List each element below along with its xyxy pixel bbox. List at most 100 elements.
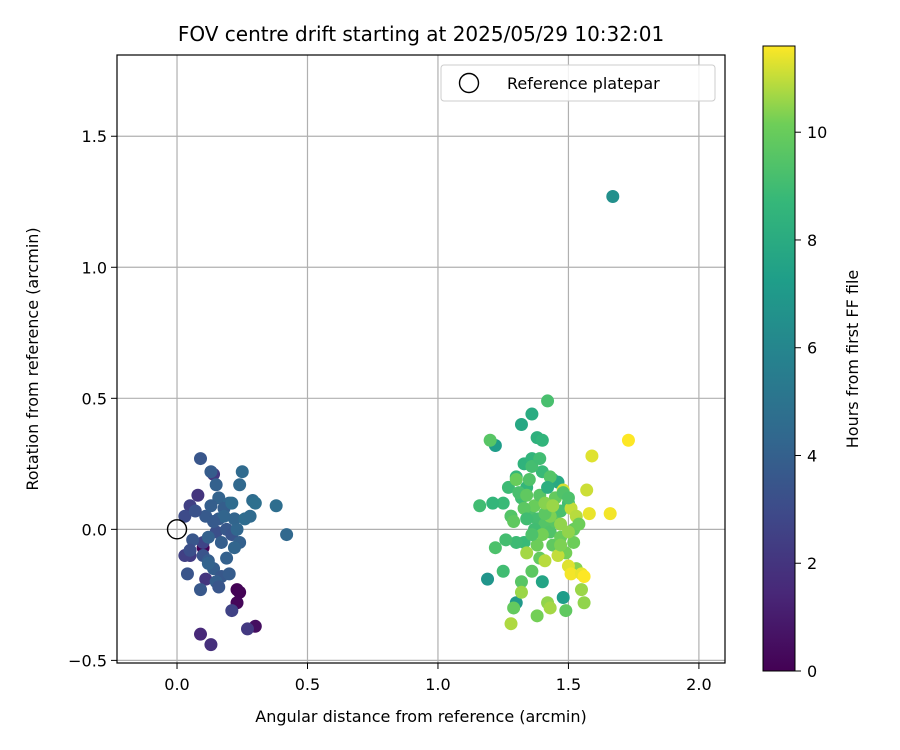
scatter-point bbox=[194, 627, 208, 641]
scatter-point bbox=[473, 499, 487, 513]
scatter-point bbox=[551, 549, 565, 563]
scatter-point bbox=[204, 465, 218, 479]
scatter-point bbox=[514, 418, 528, 432]
scatter-point bbox=[525, 564, 539, 578]
legend: Reference platepar bbox=[440, 64, 716, 102]
scatter-point bbox=[220, 551, 234, 565]
colorbar-tick-label: 4 bbox=[807, 446, 817, 465]
scatter-point bbox=[525, 528, 539, 542]
scatter-point bbox=[535, 528, 549, 542]
scatter-point bbox=[509, 535, 523, 549]
scatter-point bbox=[530, 538, 544, 552]
scatter-point bbox=[243, 509, 257, 523]
scatter-point bbox=[248, 496, 262, 510]
scatter-point bbox=[240, 622, 254, 636]
colorbar-gradient bbox=[762, 45, 796, 672]
scatter-point bbox=[541, 394, 555, 408]
scatter-point bbox=[225, 604, 239, 618]
legend-box bbox=[440, 64, 716, 102]
colorbar-tick-label: 6 bbox=[807, 339, 817, 358]
x-axis-label: Angular distance from reference (arcmin) bbox=[255, 707, 586, 726]
scatter-point bbox=[507, 514, 521, 528]
scatter-point bbox=[561, 491, 575, 505]
scatter-point bbox=[535, 433, 549, 447]
scatter-point bbox=[535, 575, 549, 589]
scatter-point bbox=[533, 452, 547, 466]
scatter-point bbox=[194, 452, 208, 466]
scatter-point bbox=[556, 590, 570, 604]
colorbar-tick-label: 10 bbox=[807, 123, 827, 142]
scatter-point bbox=[212, 580, 226, 594]
scatter-point bbox=[567, 535, 581, 549]
plot-frame bbox=[116, 54, 726, 664]
scatter-point bbox=[561, 525, 575, 539]
scatter-point bbox=[230, 522, 244, 536]
scatter-point bbox=[520, 512, 534, 526]
scatter-point bbox=[227, 512, 241, 526]
scatter-point bbox=[235, 465, 249, 479]
scatter-point bbox=[554, 538, 568, 552]
scatter-point bbox=[483, 433, 497, 447]
scatter-point bbox=[564, 567, 578, 581]
colorbar-tick-label: 2 bbox=[807, 554, 817, 573]
scatter-point bbox=[577, 570, 591, 584]
scatter-point bbox=[559, 604, 573, 618]
scatter-point bbox=[504, 617, 518, 631]
scatter-point bbox=[194, 583, 208, 597]
scatter-point bbox=[225, 496, 239, 510]
scatter-point bbox=[209, 478, 223, 492]
scatter-point bbox=[204, 499, 218, 513]
scatter-point bbox=[580, 483, 594, 497]
y-tick-label: 0.0 bbox=[82, 520, 107, 539]
scatter-point bbox=[520, 488, 534, 502]
scatter-point bbox=[178, 509, 192, 523]
scatter-point bbox=[233, 478, 247, 492]
scatter-point bbox=[546, 499, 560, 513]
scatter-point bbox=[217, 509, 231, 523]
x-tick-label: 1.5 bbox=[556, 675, 581, 694]
scatter-point bbox=[525, 407, 539, 421]
scatter-point bbox=[514, 585, 528, 599]
y-tick-label: 1.5 bbox=[82, 127, 107, 146]
colorbar-tick-label: 8 bbox=[807, 231, 817, 250]
scatter-point bbox=[186, 533, 200, 547]
scatter-point bbox=[269, 499, 283, 513]
scatter-point bbox=[585, 449, 599, 463]
scatter-point bbox=[496, 564, 510, 578]
scatter-point bbox=[541, 480, 555, 494]
scatter-point bbox=[481, 572, 495, 586]
colorbar: 0 2 4 6 8 10 Hours from first FF file bbox=[762, 45, 862, 681]
scatter-point bbox=[574, 583, 588, 597]
x-tick-label: 0.5 bbox=[295, 675, 320, 694]
x-tick-label: 2.0 bbox=[686, 675, 711, 694]
scatter-point bbox=[507, 601, 521, 615]
y-tick-label: 1.0 bbox=[82, 258, 107, 277]
scatter-point bbox=[520, 546, 534, 560]
scatter-point bbox=[509, 473, 523, 487]
scatter-point bbox=[280, 528, 294, 542]
scatter-point bbox=[572, 517, 586, 531]
scatter-point bbox=[201, 556, 215, 570]
scatter-point bbox=[528, 499, 542, 513]
scatter-point bbox=[514, 575, 528, 589]
scatter-point bbox=[201, 530, 215, 544]
scatter-point bbox=[530, 609, 544, 623]
scatter-point bbox=[603, 507, 617, 521]
legend-entry-reference: Reference platepar bbox=[507, 74, 660, 93]
scatter-point bbox=[188, 504, 202, 518]
y-axis-ticks: −0.5 0.0 0.5 1.0 1.5 bbox=[68, 127, 117, 670]
scatter-point bbox=[543, 601, 557, 615]
scatter-point bbox=[183, 543, 197, 557]
scatter-point bbox=[191, 488, 205, 502]
reference-platepar-marker bbox=[166, 519, 188, 540]
scatter-point bbox=[606, 190, 620, 204]
scatter-point bbox=[621, 433, 635, 447]
scatter-point bbox=[227, 541, 241, 555]
data-points bbox=[178, 190, 635, 652]
colorbar-ticks: 0 2 4 6 8 10 bbox=[795, 123, 827, 681]
scatter-point bbox=[522, 473, 536, 487]
y-tick-label: 0.5 bbox=[82, 389, 107, 408]
scatter-point bbox=[180, 567, 194, 581]
scatter-point bbox=[222, 567, 236, 581]
